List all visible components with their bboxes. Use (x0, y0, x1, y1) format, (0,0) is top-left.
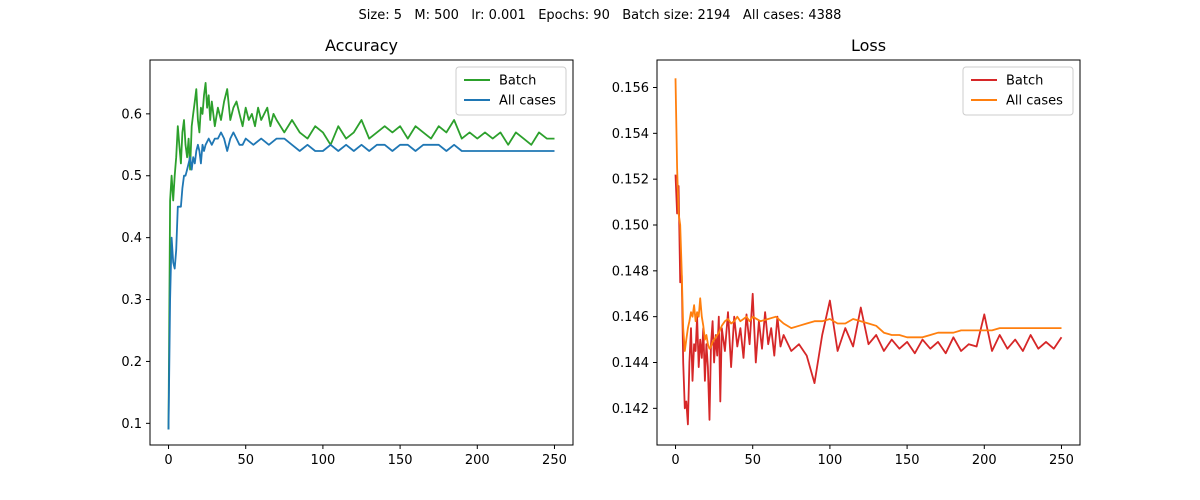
loss-x-tick-label: 150 (895, 453, 920, 468)
loss-y-tick-label: 0.154 (612, 127, 649, 142)
accuracy-x-tick-label: 200 (465, 453, 490, 468)
loss-axes-frame (656, 59, 1081, 446)
accuracy-y-tick-label: 0.2 (121, 355, 142, 370)
loss-x-tick-label: 50 (744, 453, 761, 468)
loss-chart: Loss 0 50 100 150 200 250 0.142 0.144 0.146 0.148 0… (612, 36, 1081, 468)
accuracy-legend-batch-label: Batch (499, 74, 536, 89)
accuracy-y-tick-label: 0.4 (121, 231, 142, 246)
accuracy-series-all-cases-line (167, 131, 555, 430)
accuracy-x-tick-label: 0 (164, 453, 172, 468)
accuracy-x-tick-label: 50 (237, 453, 254, 468)
accuracy-y-tick-label: 0.6 (121, 107, 142, 122)
accuracy-chart: Accuracy 0 50 100 150 200 250 0.1 0.2 0.3 0.4 0.5 0.… (121, 36, 574, 468)
loss-x-tick-label: 250 (1049, 453, 1074, 468)
loss-y-tick-label: 0.156 (612, 81, 649, 96)
accuracy-x-tick-label: 100 (310, 453, 335, 468)
loss-series-batch-line (674, 174, 1063, 426)
loss-legend-all-cases-label: All cases (1006, 94, 1063, 109)
accuracy-title: Accuracy (325, 36, 398, 55)
figure-suptitle: Size: 5 M: 500 lr: 0.001 Epochs: 90 Batc… (358, 8, 842, 23)
accuracy-y-tick-label: 0.3 (121, 293, 142, 308)
loss-y-tick-label: 0.148 (612, 264, 649, 279)
loss-x-tick-label: 200 (972, 453, 997, 468)
accuracy-legend-all-cases-label: All cases (499, 94, 556, 109)
loss-legend-batch-label: Batch (1006, 74, 1043, 89)
loss-y-tick-label: 0.152 (612, 173, 649, 188)
loss-y-tick-label: 0.146 (612, 310, 649, 325)
loss-y-tick-label: 0.150 (612, 219, 649, 234)
accuracy-x-tick-label: 250 (542, 453, 567, 468)
accuracy-y-tick-label: 0.5 (121, 169, 142, 184)
accuracy-x-tick-label: 150 (388, 453, 413, 468)
accuracy-y-tick-label: 0.1 (121, 417, 142, 432)
loss-legend: Batch All cases (962, 66, 1074, 116)
loss-y-tick-label: 0.144 (612, 356, 649, 371)
loss-x-tick-label: 0 (671, 453, 679, 468)
accuracy-series-batch-line (167, 82, 555, 430)
loss-series-all-cases-line (674, 78, 1062, 352)
loss-title: Loss (851, 36, 886, 55)
loss-y-tick-label: 0.142 (612, 402, 649, 417)
accuracy-legend: Batch All cases (455, 66, 567, 116)
loss-x-tick-label: 100 (817, 453, 842, 468)
accuracy-axes-frame (149, 59, 574, 446)
